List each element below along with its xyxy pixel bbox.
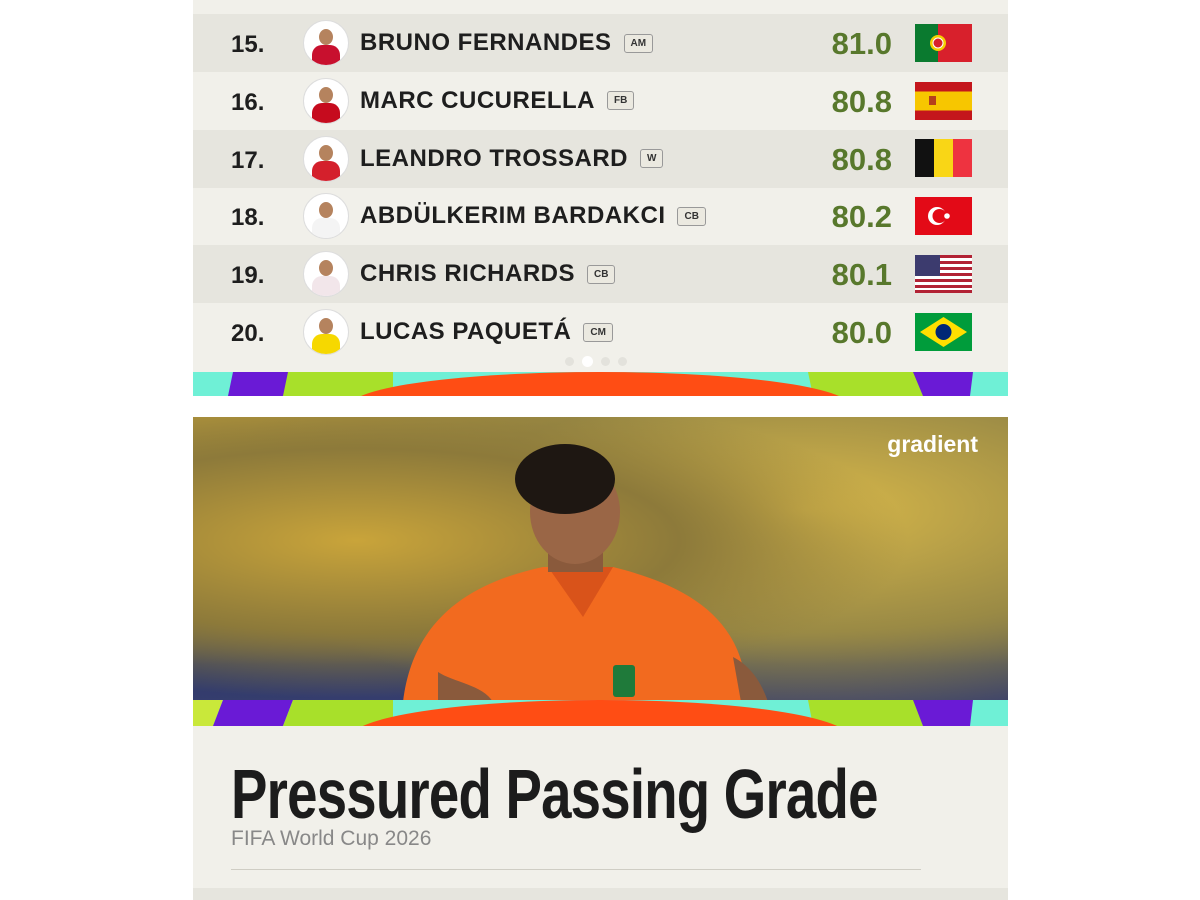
player-illustration xyxy=(403,444,768,702)
avatar-head xyxy=(319,318,333,334)
name-group: LUCAS PAQUETÁ CM xyxy=(360,318,613,346)
leaderboard-row: 16. MARC CUCURELLA FB 80.8 xyxy=(193,72,1008,130)
brand-logo: gradient xyxy=(887,431,978,457)
avatar-body xyxy=(312,160,340,181)
leaderboard-row: 20. LUCAS PAQUETÁ CM 80.0 xyxy=(193,303,1008,361)
position-badge: AM xyxy=(623,33,654,53)
avatar-body xyxy=(312,45,340,65)
leaderboard-row: 19. CHRIS RICHARDS CB 80.1 xyxy=(193,245,1008,304)
partial-row xyxy=(193,888,1008,900)
color-band xyxy=(193,700,1008,726)
position-badge: CM xyxy=(583,322,613,342)
leaderboard-card: 15. BRUNO FERNANDES AM 81.0 16. MARC CUCURELL… xyxy=(193,0,1008,396)
player-name: BRUNO FERNANDES xyxy=(360,29,612,56)
rank: 17. xyxy=(231,146,265,174)
avatar-head xyxy=(319,144,333,161)
name-group: LEANDRO TROSSARD W xyxy=(360,144,664,173)
grade: 81.0 xyxy=(831,26,892,61)
grade: 80.1 xyxy=(831,257,892,293)
divider xyxy=(231,869,921,870)
grade: 80.0 xyxy=(831,315,892,350)
avatar-head xyxy=(319,260,333,277)
grade: 80.8 xyxy=(831,83,892,119)
rank: 16. xyxy=(231,88,265,116)
grade: 80.2 xyxy=(831,199,892,235)
rank: 15. xyxy=(231,31,265,58)
avatar-head xyxy=(319,202,333,219)
subtitle: FIFA World Cup 2026 xyxy=(231,827,432,850)
title-panel: Pressured Passing Grade FIFA World Cup 2… xyxy=(193,726,1008,900)
player-avatar xyxy=(303,193,349,240)
partial-row xyxy=(193,0,1008,14)
player-avatar xyxy=(303,20,349,66)
player-avatar xyxy=(303,135,349,182)
player-avatar xyxy=(303,309,349,355)
name-group: CHRIS RICHARDS CB xyxy=(360,260,616,288)
avatar-head xyxy=(319,29,333,45)
avatar-body xyxy=(312,102,340,123)
rank: 18. xyxy=(231,204,265,232)
player-name: MARC CUCURELLA xyxy=(360,86,595,114)
leaderboard-row: 17. LEANDRO TROSSARD W 80.8 xyxy=(193,129,1008,188)
position-badge: CB xyxy=(587,264,616,284)
rank: 20. xyxy=(231,320,265,347)
player-name: ABDÜLKERIM BARDAKCI xyxy=(360,202,666,230)
player-name: CHRIS RICHARDS xyxy=(360,260,576,288)
leaderboard-row: 18. ABDÜLKERIM BARDAKCI CB 80.2 xyxy=(193,187,1008,245)
name-group: ABDÜLKERIM BARDAKCI CB xyxy=(360,202,706,230)
player-name: LEANDRO TROSSARD xyxy=(360,144,629,172)
flag-belgium xyxy=(915,139,972,177)
player-avatar xyxy=(303,77,349,124)
flag-brazil xyxy=(915,313,972,351)
hero-photo: gradient xyxy=(193,417,1008,726)
avatar-body xyxy=(312,218,340,239)
position-badge: W xyxy=(640,149,664,169)
rank: 19. xyxy=(231,262,265,290)
position-badge: FB xyxy=(606,91,635,111)
flag-spain xyxy=(915,82,972,120)
leaderboard-row: 15. BRUNO FERNANDES AM 81.0 xyxy=(193,14,1008,72)
avatar-body xyxy=(312,276,340,297)
player-name: LUCAS PAQUETÁ xyxy=(360,318,572,345)
flag-portugal xyxy=(915,24,972,62)
flag-turkey xyxy=(915,197,972,235)
avatar-head xyxy=(319,86,333,103)
carousel-dots xyxy=(565,356,627,367)
position-badge: CB xyxy=(677,206,706,226)
flag-usa xyxy=(915,255,972,293)
color-band xyxy=(193,372,1008,396)
name-group: MARC CUCURELLA FB xyxy=(360,86,635,115)
grade: 80.8 xyxy=(831,141,892,177)
player-avatar xyxy=(303,251,349,298)
name-group: BRUNO FERNANDES AM xyxy=(360,29,654,57)
avatar-body xyxy=(312,334,340,354)
title: Pressured Passing Grade xyxy=(231,755,878,833)
